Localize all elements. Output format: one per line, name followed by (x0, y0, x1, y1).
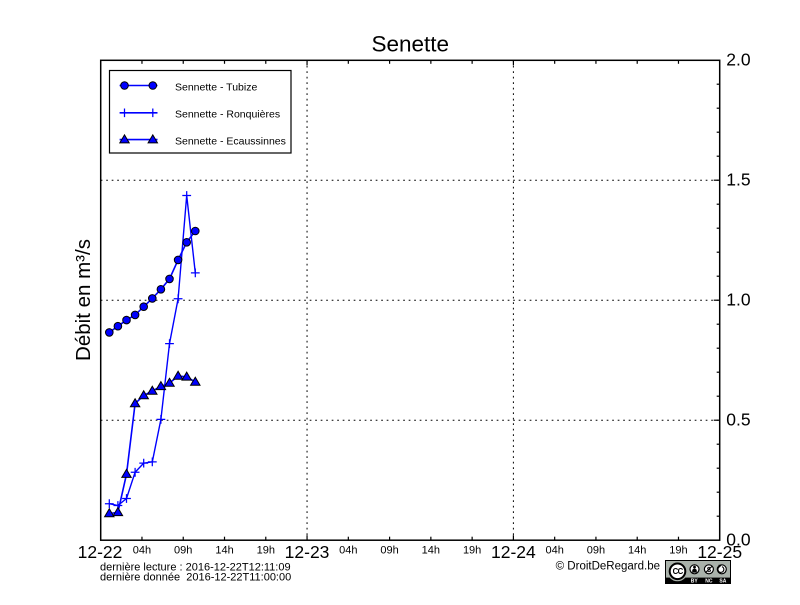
svg-text:09h: 09h (174, 545, 192, 557)
svg-text:19h: 19h (257, 545, 275, 557)
svg-text:$: $ (707, 565, 712, 574)
svg-text:0.0: 0.0 (726, 529, 751, 549)
svg-text:14h: 14h (215, 545, 233, 557)
svg-text:12-24: 12-24 (491, 542, 536, 562)
svg-text:dernière lecture : 2016-12-22T: dernière lecture : 2016-12-22T12:11:09 (100, 561, 291, 573)
svg-text:Senette: Senette (372, 31, 450, 56)
svg-text:1.5: 1.5 (726, 169, 750, 189)
svg-text:12-22: 12-22 (78, 542, 123, 562)
svg-text:© DroitDeRegard.be: © DroitDeRegard.be (556, 560, 660, 572)
svg-text:Sennette - Ronquières: Sennette - Ronquières (175, 109, 280, 121)
svg-text:19h: 19h (463, 545, 481, 557)
svg-text:09h: 09h (587, 545, 605, 557)
svg-text:04h: 04h (339, 545, 357, 557)
svg-text:BY: BY (691, 579, 699, 585)
svg-text:19h: 19h (669, 545, 687, 557)
svg-text:14h: 14h (422, 545, 440, 557)
svg-text:2.0: 2.0 (726, 49, 751, 69)
svg-text:Débit en m³/s: Débit en m³/s (72, 239, 95, 361)
svg-text:12-25: 12-25 (697, 542, 742, 562)
svg-text:1.0: 1.0 (726, 289, 751, 309)
svg-text:Sennette - Ecaussinnes: Sennette - Ecaussinnes (175, 135, 286, 147)
svg-text:14h: 14h (628, 545, 646, 557)
svg-text:CC: CC (673, 567, 684, 576)
svg-text:12-23: 12-23 (285, 542, 330, 562)
svg-text:09h: 09h (380, 545, 398, 557)
svg-text:dernière donnée 2016-12-22T11: dernière donnée 2016-12-22T11:00:00 (100, 572, 291, 584)
svg-text:NC: NC (705, 579, 713, 585)
svg-text:04h: 04h (133, 545, 151, 557)
svg-text:0.5: 0.5 (726, 409, 750, 429)
svg-text:04h: 04h (545, 545, 563, 557)
svg-text:Sennette - Tubize: Sennette - Tubize (175, 82, 257, 94)
svg-text:SA: SA (719, 579, 726, 585)
